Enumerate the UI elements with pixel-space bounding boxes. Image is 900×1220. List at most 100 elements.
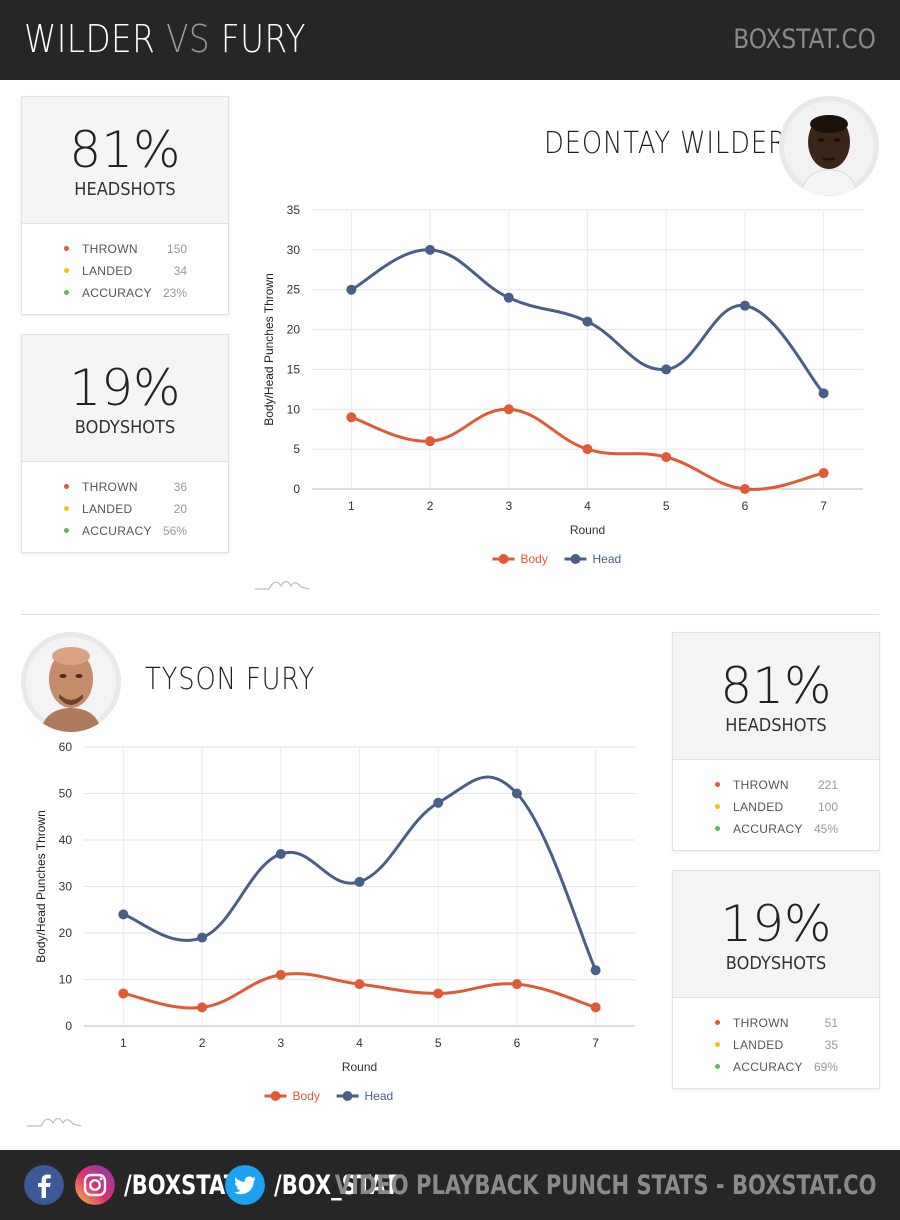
header-bar: WILDER VS FURY BOXSTAT.CO [0,0,900,80]
stat-value: 45% [813,822,838,836]
x-tick-label: 5 [435,1036,442,1050]
footer-bar: /BOXSTAT /BOX_STAT VIDEO PLAYBACK PUNCH … [0,1150,900,1220]
y-tick-label: 0 [65,1019,72,1033]
landed-dot-icon [64,506,69,511]
accuracy-dot-icon [715,826,720,831]
data-point-body [661,452,672,463]
stat-row-accuracy: ACCURACY 56% [22,520,228,542]
data-point-head [433,797,444,808]
x-tick-label: 1 [348,499,355,513]
bodyshots-label: BODYSHOTS [74,417,176,438]
x-tick-label: 6 [742,499,749,513]
legend-swatch-dot [498,554,509,564]
card-header: 19% BODYSHOTS [22,335,228,462]
x-tick-label: 4 [356,1036,363,1050]
footer-tagline: VIDEO PLAYBACK PUNCH STATS - BOXSTAT.CO [334,1170,876,1201]
accuracy-dot-icon [715,1064,720,1069]
stat-row-landed: LANDED 20 [22,498,228,520]
stat-value: 20 [173,502,187,516]
legend-swatch-dot [270,1091,281,1101]
y-axis-label: Body/Head Punches Thrown [34,810,48,963]
legend-label: Head [593,552,622,566]
stat-row-thrown: THROWN 150 [22,238,228,260]
watermark-logo [255,580,310,590]
card-header: 19% BODYSHOTS [673,871,879,998]
stat-label: LANDED [733,800,784,814]
data-point-head [425,244,436,255]
thrown-dot-icon [715,782,720,787]
wilder-name: DEONTAY WILDER [544,126,787,161]
data-point-body [197,1002,208,1013]
data-point-head [511,788,522,799]
thrown-dot-icon [715,1020,720,1025]
legend-label: Body [521,552,548,566]
thrown-dot-icon [64,484,69,489]
instagram-icon[interactable] [75,1165,115,1205]
y-tick-label: 20 [59,926,73,940]
series-line-head [122,775,598,971]
data-point-head [275,848,286,859]
x-tick-label: 2 [427,499,434,513]
headshots-label: HEADSHOTS [74,179,176,200]
legend-label: Head [365,1089,394,1103]
data-point-head [503,292,514,303]
y-tick-label: 40 [59,833,73,847]
twitter-icon[interactable] [225,1165,265,1205]
facebook-icon[interactable] [24,1165,64,1205]
data-point-body [503,404,514,415]
fury-headshots-card: 81% HEADSHOTS THROWN 221 LANDED 100 ACCURA… [672,632,880,851]
stat-value: 100 [817,800,838,814]
stat-row-accuracy: ACCURACY 23% [22,282,228,304]
stat-list: THROWN 36 LANDED 20 ACCURACY 56% [22,462,228,552]
x-tick-label: 3 [277,1036,284,1050]
stat-row-thrown: THROWN 221 [673,774,879,796]
y-tick-label: 50 [59,787,73,801]
data-point-body [511,979,522,990]
stat-value: 56% [162,524,187,538]
y-tick-label: 25 [287,283,301,297]
social-handle-twitter[interactable]: /BOX_STAT [274,1170,399,1201]
data-point-body [590,1002,601,1013]
legend-swatch-dot [342,1091,353,1101]
data-point-head [118,909,129,920]
stat-label: THROWN [82,242,138,256]
data-point-head [346,284,357,295]
wilder-bodyshots-card: 19% BODYSHOTS THROWN 36 LANDED 20 ACCURACY… [21,334,229,553]
data-point-head [582,316,593,327]
data-point-head [739,300,750,311]
page-title: WILDER VS FURY [24,14,306,64]
data-point-head [590,965,601,976]
stat-label: THROWN [733,778,789,792]
wilder-headshots-card: 81% HEADSHOTS THROWN 150 LANDED 34 ACCURAC… [21,96,229,315]
x-axis-label: Round [570,523,605,537]
y-tick-label: 60 [59,740,73,754]
stat-value: 150 [166,242,187,256]
data-point-head [354,876,365,887]
y-tick-label: 10 [59,973,73,987]
stat-value: 36 [173,480,187,494]
y-tick-label: 15 [287,362,301,376]
landed-dot-icon [715,804,720,809]
stat-row-landed: LANDED 100 [673,796,879,818]
stat-list: THROWN 221 LANDED 100 ACCURACY 45% [673,760,879,850]
stat-row-thrown: THROWN 51 [673,1012,879,1034]
data-point-body [818,468,829,479]
y-tick-label: 0 [293,482,300,496]
stat-label: ACCURACY [733,822,803,836]
y-tick-label: 30 [287,243,301,257]
x-tick-label: 2 [199,1036,206,1050]
site-link[interactable]: BOXSTAT.CO [733,24,876,55]
stat-value: 221 [817,778,838,792]
title-vs: VS [166,17,211,61]
y-tick-label: 20 [287,323,301,337]
data-point-body [739,484,750,494]
stat-list: THROWN 51 LANDED 35 ACCURACY 69% [673,998,879,1088]
data-point-body [118,988,129,999]
data-point-body [425,436,436,447]
stat-row-landed: LANDED 35 [673,1034,879,1056]
y-tick-label: 35 [287,203,301,217]
x-axis-label: Round [342,1060,377,1074]
social-handle-facebook-instagram[interactable]: /BOXSTAT [124,1170,239,1201]
stat-label: LANDED [82,502,133,516]
stat-label: THROWN [82,480,138,494]
